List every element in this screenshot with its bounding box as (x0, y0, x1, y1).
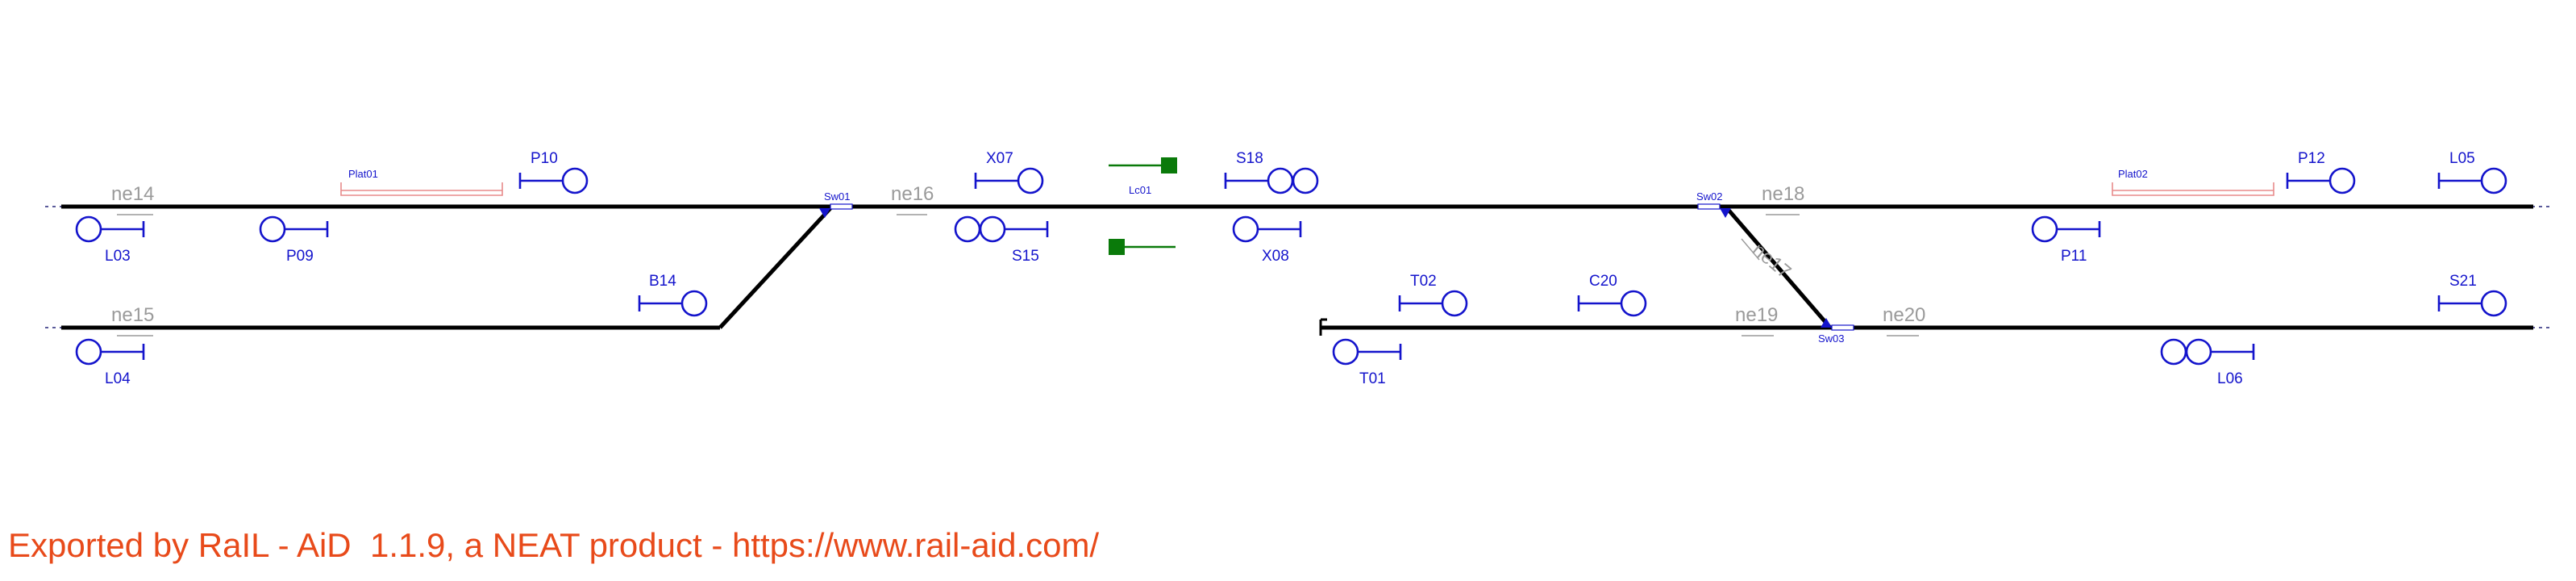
track-crossover-sw02 (1725, 207, 1832, 329)
signal-label-l06: S21 (2449, 273, 2477, 290)
signal-c20: C20 (1577, 273, 1647, 317)
signal-t01: T01 (1332, 338, 1402, 387)
signal-label-s18: S18 (1236, 150, 1263, 167)
level-crossing-lc01: Lc01 (1109, 157, 1177, 255)
signal-label-p12: P12 (2298, 150, 2325, 167)
section-label-ne16: ne16 (891, 183, 934, 205)
track-crossover-sw01 (718, 207, 832, 329)
signal-label-b14: B14 (649, 273, 676, 290)
signal-x07: X07 (974, 150, 1044, 194)
direction-arrow-ne17 (1741, 238, 1760, 261)
export-footer: Exported by RaIL - AiD 1.1.9, a NEAT pro… (8, 526, 1100, 564)
signal-label-p09: P09 (286, 248, 314, 265)
platform-plat01: Plat01 (340, 168, 503, 196)
signal-label-x07: X07 (986, 150, 1013, 167)
signal-b14: B14 (638, 273, 708, 317)
section-label-ne18: ne18 (1762, 183, 1804, 205)
signal-l04: L04 (75, 338, 145, 387)
platform-plat02: Plat02 (2112, 168, 2274, 196)
signal-label-l04: L04 (105, 370, 131, 387)
signal-label-s15: S15 (1012, 248, 1039, 265)
level-crossing-label: Lc01 (1129, 184, 1151, 196)
signal-l06: S21 (2437, 273, 2507, 317)
switch-label-sw01: Sw01 (824, 190, 851, 203)
signal-p09: P09 (259, 215, 329, 265)
signal-p11: P11 (2031, 215, 2101, 265)
platform-label-plat02: Plat02 (2118, 168, 2148, 180)
switch-sw02: Sw02 (1696, 190, 1731, 218)
switch-label-sw02: Sw02 (1696, 190, 1723, 203)
section-label-ne19: ne19 (1735, 304, 1778, 326)
section-label-ne15: ne15 (111, 304, 154, 326)
signal-t02: T02 (1398, 273, 1468, 317)
signal-l05: L05 (2437, 150, 2507, 194)
signal-label-t01: T01 (1359, 370, 1386, 387)
signal-s18: S18 (1224, 150, 1319, 194)
signal-s15: S15 (954, 215, 1049, 265)
signal-x08: X08 (1232, 215, 1302, 265)
signal-label-t02: T02 (1410, 273, 1437, 290)
signal-p10: P10 (518, 150, 589, 194)
signal-label-p11: P11 (2061, 248, 2087, 265)
signal-label-l03: L03 (105, 248, 131, 265)
signal-p12: P12 (2286, 150, 2356, 194)
signal-label-c20: C20 (1589, 273, 1617, 290)
signal-s21: L06 (2160, 338, 2255, 387)
signal-label-x08: X08 (1262, 248, 1289, 265)
switch-label-sw03: Sw03 (1818, 332, 1845, 345)
platform-label-plat01: Plat01 (348, 168, 378, 180)
signal-label-l05: L05 (2449, 150, 2475, 167)
section-label-ne14: ne14 (111, 183, 154, 205)
signal-l03: L03 (75, 215, 145, 265)
switch-sw01: Sw01 (819, 190, 853, 218)
section-label-ne20: ne20 (1883, 304, 1925, 326)
signal-label-s21: L06 (2217, 370, 2243, 387)
switch-sw03: Sw03 (1818, 318, 1854, 345)
signal-label-p10: P10 (531, 150, 558, 167)
